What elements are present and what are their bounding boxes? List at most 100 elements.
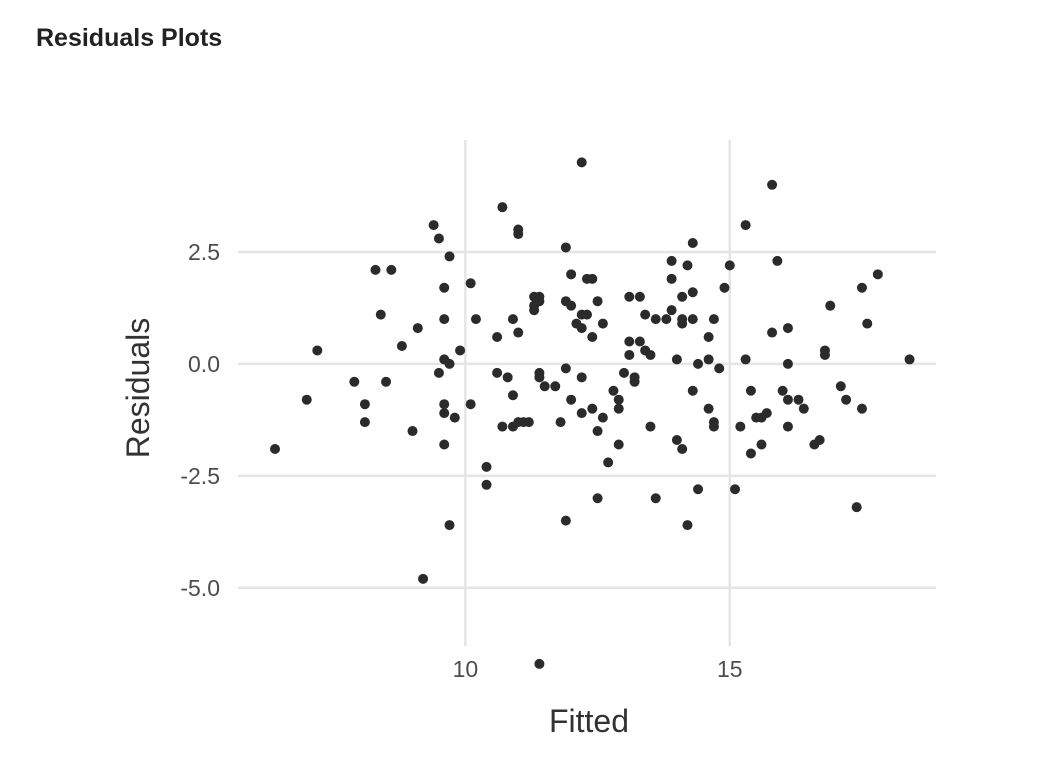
data-point bbox=[386, 264, 397, 275]
data-point bbox=[756, 439, 767, 450]
data-point bbox=[624, 349, 635, 360]
data-point bbox=[576, 408, 587, 419]
data-point bbox=[492, 332, 503, 343]
data-point bbox=[507, 390, 518, 401]
data-point bbox=[444, 251, 455, 262]
data-point bbox=[587, 332, 598, 343]
data-point bbox=[782, 421, 793, 432]
data-point bbox=[375, 309, 386, 320]
data-point bbox=[576, 323, 587, 334]
data-point bbox=[613, 394, 624, 405]
data-point bbox=[566, 394, 577, 405]
data-point bbox=[370, 264, 381, 275]
data-point bbox=[841, 394, 852, 405]
y-tick-label: 2.5 bbox=[188, 239, 220, 265]
data-point bbox=[682, 520, 693, 531]
data-point bbox=[745, 448, 756, 459]
data-point bbox=[582, 309, 592, 320]
data-point bbox=[497, 421, 508, 432]
data-point bbox=[597, 412, 608, 423]
x-axis-title: Fitted bbox=[549, 703, 629, 739]
data-point bbox=[645, 421, 656, 432]
data-point bbox=[904, 354, 915, 365]
data-point bbox=[782, 394, 793, 405]
data-point bbox=[703, 354, 714, 365]
data-point bbox=[835, 381, 846, 392]
data-point bbox=[359, 417, 370, 428]
data-point bbox=[497, 202, 508, 213]
data-point bbox=[412, 323, 423, 334]
data-point bbox=[349, 376, 360, 387]
data-point bbox=[270, 443, 281, 454]
data-point bbox=[703, 403, 714, 414]
data-point bbox=[481, 479, 492, 490]
data-point bbox=[714, 363, 725, 374]
data-points bbox=[270, 157, 915, 669]
data-point bbox=[439, 439, 450, 450]
data-point bbox=[550, 381, 561, 392]
data-point bbox=[708, 421, 719, 432]
data-point bbox=[730, 484, 741, 495]
data-point bbox=[455, 345, 466, 356]
data-point bbox=[492, 367, 503, 378]
data-point bbox=[534, 372, 545, 383]
data-point bbox=[671, 435, 682, 446]
data-point bbox=[418, 573, 429, 584]
data-point bbox=[587, 403, 598, 414]
data-point bbox=[772, 255, 783, 266]
data-point bbox=[534, 658, 545, 669]
data-point bbox=[439, 408, 450, 419]
data-point bbox=[439, 282, 450, 293]
data-point bbox=[661, 314, 672, 325]
data-point bbox=[439, 399, 450, 410]
x-tick-label: 15 bbox=[717, 656, 743, 682]
data-point bbox=[650, 314, 661, 325]
data-point bbox=[687, 237, 698, 248]
data-point bbox=[624, 336, 635, 347]
data-point bbox=[592, 296, 603, 307]
data-point bbox=[740, 354, 751, 365]
data-point bbox=[613, 439, 624, 450]
data-point bbox=[523, 417, 534, 428]
data-point bbox=[677, 443, 688, 454]
data-point bbox=[507, 314, 518, 325]
data-point bbox=[693, 484, 704, 495]
data-point bbox=[597, 318, 608, 329]
data-point bbox=[856, 282, 867, 293]
y-tick-label: -2.5 bbox=[180, 463, 220, 489]
data-point bbox=[433, 367, 444, 378]
data-point bbox=[682, 260, 693, 271]
data-point bbox=[677, 318, 688, 329]
data-point bbox=[566, 269, 577, 280]
data-point bbox=[592, 426, 603, 437]
data-point bbox=[539, 381, 550, 392]
data-point bbox=[761, 408, 772, 419]
data-point bbox=[677, 291, 688, 302]
data-point bbox=[481, 461, 492, 472]
y-tick-label: 0.0 bbox=[188, 351, 220, 377]
y-axis-ticks: 2.5 0.0 -2.5 -5.0 bbox=[180, 239, 220, 601]
data-point bbox=[449, 412, 460, 423]
data-point bbox=[693, 358, 704, 369]
data-point bbox=[856, 403, 867, 414]
data-point bbox=[513, 327, 524, 338]
y-axis-title: Residuals bbox=[120, 318, 156, 459]
data-point bbox=[703, 332, 714, 343]
data-point bbox=[396, 340, 407, 351]
data-point bbox=[603, 457, 614, 468]
data-point bbox=[862, 318, 873, 329]
data-point bbox=[587, 273, 598, 284]
data-point bbox=[560, 363, 571, 374]
data-point bbox=[439, 314, 450, 325]
data-point bbox=[666, 255, 677, 266]
data-point bbox=[782, 323, 793, 334]
data-point bbox=[793, 394, 804, 405]
data-point bbox=[687, 385, 698, 396]
data-point bbox=[671, 354, 682, 365]
data-point bbox=[687, 314, 698, 325]
data-point bbox=[433, 233, 444, 244]
data-point bbox=[534, 291, 545, 302]
data-point bbox=[735, 421, 746, 432]
data-point bbox=[814, 435, 825, 446]
